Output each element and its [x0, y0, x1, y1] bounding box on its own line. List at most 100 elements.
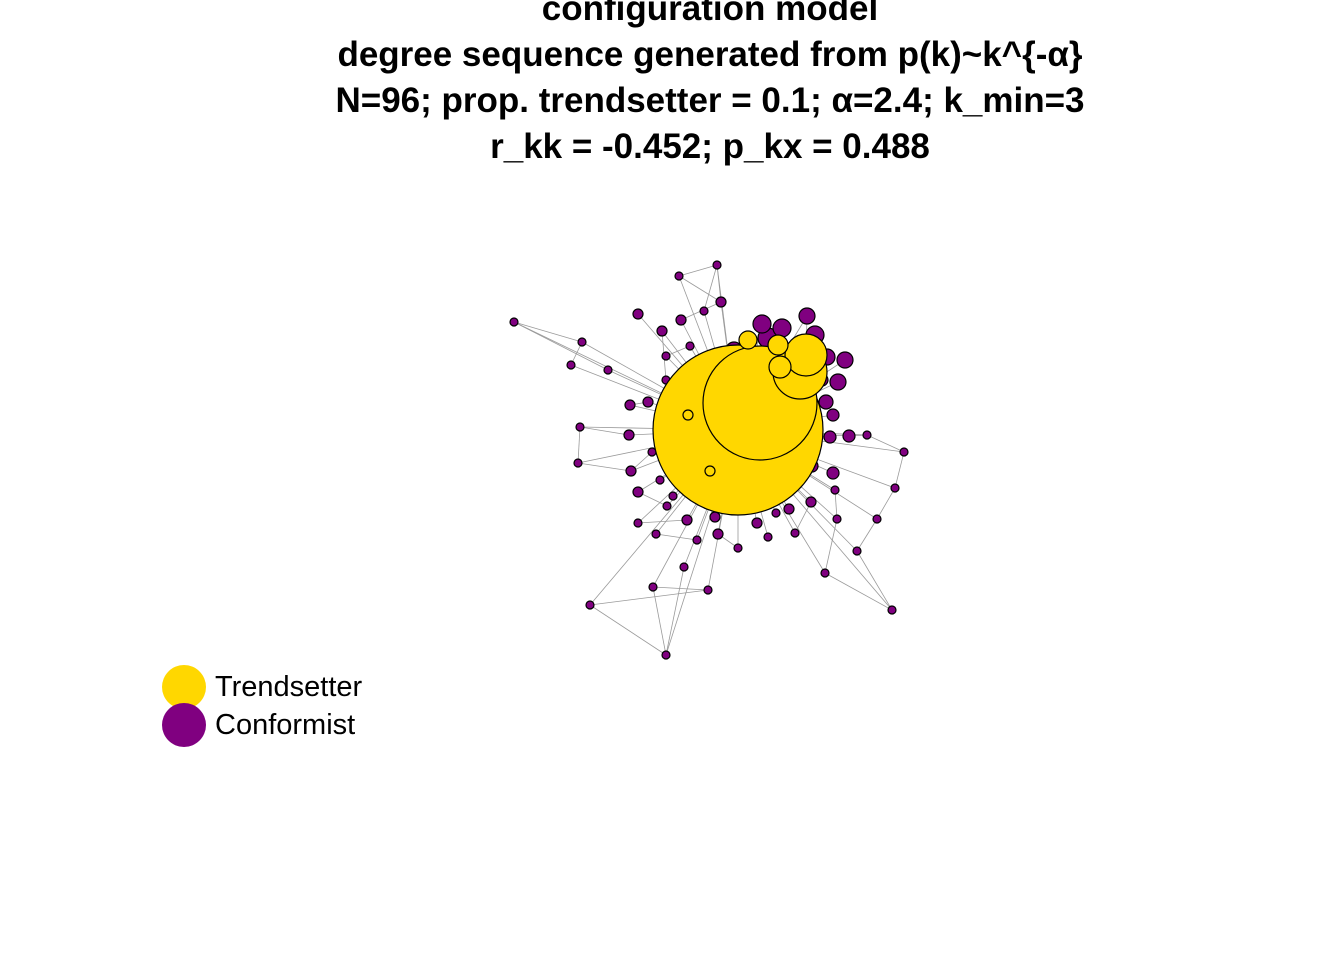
network-edge	[513, 321, 583, 343]
conformist-node	[656, 325, 668, 337]
conformist-node	[625, 465, 637, 477]
network-nodes	[509, 260, 909, 660]
network-edge	[703, 264, 718, 312]
conformist-node	[699, 306, 709, 316]
legend: Trendsetter Conformist	[162, 665, 363, 747]
conformist-node	[805, 496, 817, 508]
conformist-node	[842, 429, 856, 443]
conformist-node	[623, 429, 635, 441]
network-edge	[856, 518, 878, 552]
network-edge	[876, 487, 896, 520]
network-edge	[678, 264, 718, 277]
conformist-node	[603, 365, 613, 375]
conformist-node	[642, 396, 654, 408]
conformist-node	[772, 318, 792, 338]
conformist-node	[624, 399, 636, 411]
trendsetter-node	[767, 334, 789, 356]
network-edge	[824, 518, 838, 574]
legend-swatch-trendsetter	[162, 665, 206, 709]
conformist-node	[633, 518, 643, 528]
conformist-node	[661, 351, 671, 361]
conformist-node	[651, 529, 661, 539]
trendsetter-node	[704, 465, 716, 477]
conformist-node	[675, 314, 687, 326]
title-line-3: N=96; prop. trendsetter = 0.1; α=2.4; k_…	[335, 81, 1085, 120]
conformist-node	[674, 271, 684, 281]
network-edge	[579, 426, 630, 436]
conformist-node	[648, 582, 658, 592]
conformist-node	[509, 317, 519, 327]
network-edge	[513, 321, 609, 371]
conformist-node	[632, 486, 644, 498]
legend-label-conformist: Conformist	[215, 708, 356, 741]
title-line-4: r_kk = -0.452; p_kx = 0.488	[490, 127, 930, 166]
conformist-node	[890, 483, 900, 493]
network-edge	[652, 586, 667, 656]
title-line-1: configuration model	[541, 0, 879, 28]
conformist-node	[709, 511, 721, 523]
trendsetter-node	[682, 409, 694, 421]
conformist-node	[829, 373, 847, 391]
network-edge	[589, 604, 667, 656]
conformist-node	[823, 430, 837, 444]
conformist-node	[826, 466, 840, 480]
conformist-node	[771, 508, 781, 518]
conformist-node	[679, 562, 689, 572]
conformist-node	[655, 475, 665, 485]
network-edge	[655, 533, 698, 541]
conformist-node	[733, 543, 743, 553]
title-line-2: degree sequence generated from p(k)~k^{-…	[337, 35, 1083, 74]
network-edge	[716, 264, 722, 303]
conformist-node	[585, 600, 595, 610]
network-edge	[652, 586, 709, 591]
network-edge	[589, 589, 709, 606]
conformist-node	[752, 314, 772, 334]
conformist-node	[798, 307, 816, 325]
legend-item-trendsetter: Trendsetter	[162, 665, 363, 709]
plot-title: configuration model degree sequence gene…	[0, 0, 1344, 170]
trendsetter-node	[738, 330, 758, 350]
conformist-node	[826, 408, 840, 422]
conformist-node	[862, 430, 872, 440]
legend-item-conformist: Conformist	[162, 703, 362, 747]
conformist-node	[703, 585, 713, 595]
conformist-node	[790, 528, 800, 538]
conformist-node	[763, 532, 773, 542]
network-edge	[866, 434, 905, 453]
conformist-node	[830, 485, 840, 495]
legend-swatch-conformist	[162, 703, 206, 747]
conformist-node	[685, 341, 695, 351]
conformist-node	[852, 546, 862, 556]
trendsetter-node	[784, 333, 828, 377]
conformist-node	[681, 514, 693, 526]
conformist-node	[661, 650, 671, 660]
network-edge	[577, 462, 632, 472]
conformist-node	[692, 535, 702, 545]
legend-label-trendsetter: Trendsetter	[215, 670, 363, 703]
conformist-node	[887, 605, 897, 615]
network-edge	[577, 426, 581, 464]
network-edge	[678, 275, 722, 303]
conformist-node	[899, 447, 909, 457]
conformist-node	[783, 503, 795, 515]
conformist-node	[668, 491, 678, 501]
conformist-node	[662, 501, 672, 511]
conformist-node	[818, 394, 834, 410]
conformist-node	[832, 514, 842, 524]
trendsetter-node	[768, 355, 792, 379]
conformist-node	[566, 360, 576, 370]
conformist-node	[575, 422, 585, 432]
conformist-node	[712, 260, 722, 270]
network-edge	[856, 550, 893, 611]
conformist-node	[577, 337, 587, 347]
conformist-node	[712, 528, 724, 540]
conformist-node	[573, 458, 583, 468]
network-edge	[665, 566, 685, 656]
network-edge	[794, 501, 812, 534]
conformist-node	[836, 351, 854, 369]
conformist-node	[632, 308, 644, 320]
network-edge	[834, 489, 838, 520]
conformist-node	[872, 514, 882, 524]
conformist-node	[820, 568, 830, 578]
